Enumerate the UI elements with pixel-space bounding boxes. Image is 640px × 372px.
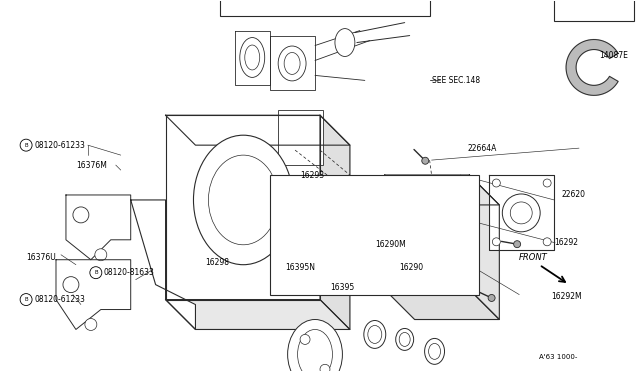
Text: 16292: 16292 — [554, 238, 578, 247]
Ellipse shape — [429, 343, 440, 359]
Polygon shape — [385, 175, 469, 290]
Ellipse shape — [364, 321, 386, 349]
Text: B: B — [94, 270, 98, 275]
Ellipse shape — [399, 333, 410, 346]
Circle shape — [492, 238, 500, 246]
Polygon shape — [66, 195, 131, 260]
Ellipse shape — [287, 320, 342, 372]
Text: 22620: 22620 — [561, 190, 585, 199]
Text: 16293: 16293 — [300, 170, 324, 180]
Text: 16290: 16290 — [400, 263, 424, 272]
Text: 16298: 16298 — [205, 258, 229, 267]
Ellipse shape — [278, 46, 306, 81]
Circle shape — [320, 364, 330, 372]
Circle shape — [514, 241, 520, 248]
Text: 16376U: 16376U — [26, 253, 56, 262]
Text: 08120-81633: 08120-81633 — [104, 268, 155, 277]
Circle shape — [85, 318, 97, 330]
Polygon shape — [166, 115, 320, 299]
Ellipse shape — [424, 339, 445, 364]
Ellipse shape — [193, 135, 293, 265]
Polygon shape — [56, 260, 131, 330]
Text: 16292M: 16292M — [551, 292, 582, 301]
Circle shape — [20, 294, 32, 305]
Text: B: B — [24, 142, 28, 148]
Circle shape — [543, 238, 551, 246]
Ellipse shape — [404, 200, 451, 260]
Polygon shape — [490, 175, 554, 250]
Text: FRONT: FRONT — [519, 253, 548, 262]
Text: 14087E: 14087E — [599, 51, 628, 60]
Circle shape — [20, 139, 32, 151]
Text: 22664A: 22664A — [467, 144, 497, 153]
Circle shape — [492, 179, 500, 187]
Circle shape — [90, 267, 102, 279]
Text: 16290M: 16290M — [375, 240, 406, 249]
Ellipse shape — [244, 45, 260, 70]
Bar — [278, 110, 323, 165]
Text: 08120-61233: 08120-61233 — [34, 141, 85, 150]
Circle shape — [95, 249, 107, 261]
Ellipse shape — [298, 330, 332, 372]
Polygon shape — [320, 115, 350, 330]
Polygon shape — [131, 200, 195, 330]
Circle shape — [73, 207, 89, 223]
Ellipse shape — [335, 29, 355, 57]
Ellipse shape — [284, 52, 300, 74]
Circle shape — [63, 277, 79, 293]
Polygon shape — [270, 36, 315, 90]
Ellipse shape — [396, 328, 413, 350]
Polygon shape — [320, 185, 385, 280]
Text: 16376M: 16376M — [76, 161, 107, 170]
Ellipse shape — [368, 326, 382, 343]
Bar — [554, 0, 634, 20]
Polygon shape — [166, 299, 350, 330]
Bar — [220, 0, 429, 16]
Text: SEE SEC.148: SEE SEC.148 — [431, 76, 480, 85]
Circle shape — [422, 157, 429, 164]
Text: 08120-61233: 08120-61233 — [34, 295, 85, 304]
Circle shape — [543, 179, 551, 187]
Ellipse shape — [324, 190, 380, 260]
Text: 16395: 16395 — [330, 283, 354, 292]
Polygon shape — [236, 31, 270, 86]
Text: B: B — [24, 297, 28, 302]
Circle shape — [488, 295, 495, 301]
Ellipse shape — [240, 38, 265, 77]
Bar — [270, 175, 479, 295]
Polygon shape — [469, 175, 499, 320]
Ellipse shape — [502, 194, 540, 232]
Ellipse shape — [510, 202, 532, 224]
Text: A'63 1000-: A'63 1000- — [539, 355, 577, 360]
Polygon shape — [385, 175, 499, 205]
Ellipse shape — [394, 187, 461, 272]
Polygon shape — [385, 290, 499, 320]
Polygon shape — [566, 39, 618, 95]
Circle shape — [300, 334, 310, 344]
Polygon shape — [166, 115, 350, 145]
Ellipse shape — [209, 155, 278, 245]
Text: 16395N: 16395N — [285, 263, 315, 272]
